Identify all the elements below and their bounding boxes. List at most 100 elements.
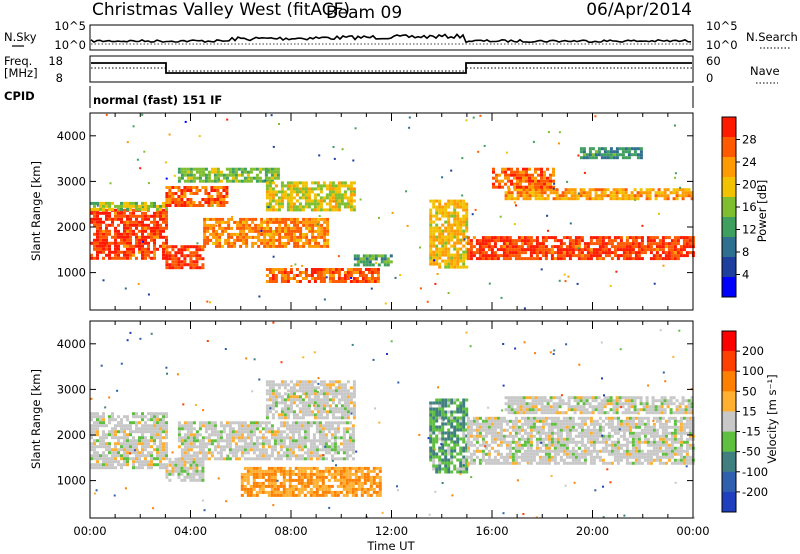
power-cell xyxy=(690,194,694,198)
velocity-cell xyxy=(297,475,301,479)
power-cell xyxy=(111,235,114,239)
power-cell xyxy=(292,190,296,194)
velocity-cell xyxy=(450,452,454,456)
velocity-cell xyxy=(346,389,350,393)
power-cell xyxy=(528,194,532,198)
power-cell xyxy=(580,254,584,258)
power-cell xyxy=(519,182,522,186)
power-cell xyxy=(465,214,469,218)
power-cell xyxy=(456,262,460,266)
power-cell xyxy=(514,245,518,249)
velocity-cell xyxy=(331,395,335,399)
power-cell xyxy=(334,205,338,209)
velocity-cell xyxy=(312,436,316,440)
power-cell xyxy=(553,251,557,255)
velocity-cell xyxy=(357,487,361,491)
power-cell xyxy=(108,256,111,260)
power-cell xyxy=(269,217,273,221)
power-cell xyxy=(594,153,598,157)
power-cell xyxy=(499,254,503,258)
velocity-cell xyxy=(334,395,338,399)
nsearch-tick-bottom: 10^0 xyxy=(706,38,738,52)
power-cell xyxy=(183,263,187,267)
velocity-cell xyxy=(96,424,99,428)
power-cell xyxy=(580,236,584,240)
power-cell xyxy=(429,229,433,233)
power-cell xyxy=(438,247,442,251)
velocity-cell xyxy=(120,457,123,461)
power-cell xyxy=(487,242,491,246)
velocity-cell xyxy=(306,421,310,425)
velocity-cell xyxy=(429,404,433,408)
power-cell xyxy=(453,262,457,266)
velocity-cell xyxy=(117,451,120,455)
power-speck xyxy=(553,182,556,185)
power-cell xyxy=(162,244,165,248)
power-speck xyxy=(583,171,586,174)
power-cell xyxy=(267,167,271,171)
power-cell xyxy=(531,173,534,177)
power-cell xyxy=(517,257,521,261)
power-cell xyxy=(441,253,445,257)
power-cell xyxy=(472,254,476,258)
velocity-cell xyxy=(487,452,491,456)
power-cell xyxy=(601,242,605,246)
power-cell xyxy=(271,196,275,200)
power-cell xyxy=(126,241,129,245)
velocity-cell xyxy=(331,392,335,396)
power-cell xyxy=(105,211,108,215)
velocity-cell xyxy=(493,428,497,432)
power-cell xyxy=(636,147,640,151)
velocity-cell xyxy=(268,380,272,384)
velocity-cell xyxy=(192,472,196,476)
velocity-cell xyxy=(255,484,259,488)
velocity-cell xyxy=(493,434,497,438)
velocity-cell xyxy=(484,431,488,435)
velocity-cell xyxy=(333,439,337,443)
power-cell xyxy=(552,173,555,177)
power-cell xyxy=(245,223,249,227)
power-cell xyxy=(275,229,279,233)
velocity-cell xyxy=(144,463,147,467)
velocity-cell xyxy=(252,469,256,473)
power-cell xyxy=(296,244,300,248)
power-cell xyxy=(129,226,132,230)
velocity-cell xyxy=(210,439,214,443)
power-speck xyxy=(289,185,292,188)
power-cell xyxy=(475,257,479,261)
power-cell xyxy=(162,253,165,257)
velocity-cell xyxy=(324,490,328,494)
velocity-cell xyxy=(279,442,283,446)
velocity-cell xyxy=(264,430,268,434)
velocity-cell xyxy=(192,439,196,443)
velocity-cell xyxy=(162,427,165,431)
power-cell xyxy=(673,239,677,243)
power-cell xyxy=(132,211,135,215)
power-cell xyxy=(162,208,165,212)
power-cell xyxy=(462,232,466,236)
power-speck xyxy=(332,146,335,148)
power-cell xyxy=(114,253,117,257)
velocity-cell xyxy=(472,428,476,432)
velocity-cell xyxy=(228,445,232,449)
power-cell xyxy=(117,229,120,233)
power-cell xyxy=(595,254,599,258)
velocity-cell xyxy=(456,458,460,462)
power-cell xyxy=(546,194,550,198)
power-cell xyxy=(174,198,178,201)
velocity-cell xyxy=(511,458,515,462)
power-cell xyxy=(209,217,213,221)
velocity-cell xyxy=(496,452,500,456)
velocity-cell xyxy=(159,424,162,428)
velocity-cell xyxy=(186,433,190,437)
power-cell xyxy=(314,241,318,245)
power-cell xyxy=(325,193,329,197)
velocity-cell xyxy=(165,415,168,419)
velocity-cell xyxy=(243,451,247,455)
velocity-cell xyxy=(102,415,105,419)
power-cell xyxy=(274,280,278,283)
velocity-cell xyxy=(126,454,129,458)
power-cell xyxy=(528,197,532,201)
velocity-cell xyxy=(249,466,253,470)
power-cell xyxy=(531,194,535,198)
